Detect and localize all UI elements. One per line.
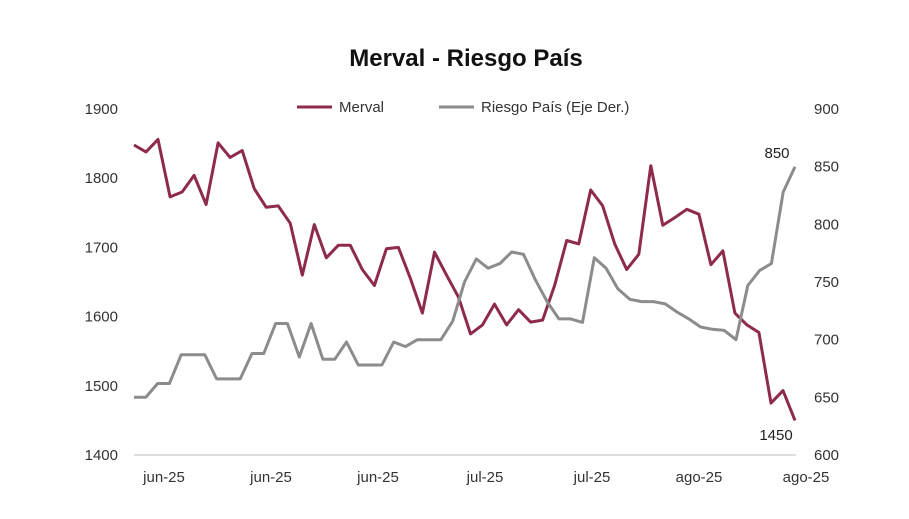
y-right-tick-label: 600 bbox=[814, 447, 839, 464]
y-left-tick-label: 1700 bbox=[85, 239, 118, 256]
y-right-tick-label: 750 bbox=[814, 274, 839, 291]
y-right-tick-label: 850 bbox=[814, 159, 839, 176]
series-line-riesgo-pais bbox=[134, 166, 797, 399]
annotation-last-merval: 1450 bbox=[759, 427, 792, 444]
y-right-tick-label: 650 bbox=[814, 389, 839, 406]
x-tick-label: jun-25 bbox=[356, 469, 399, 486]
x-tick-label: jul-25 bbox=[466, 469, 504, 486]
y-right-tick-label: 900 bbox=[814, 101, 839, 118]
y-left-tick-label: 1500 bbox=[85, 378, 118, 395]
y-left-tick-label: 1600 bbox=[85, 309, 118, 326]
y-left-tick-label: 1900 bbox=[85, 101, 118, 118]
x-tick-label: jun-25 bbox=[249, 469, 292, 486]
annotation-last-riesgo: 850 bbox=[764, 145, 789, 162]
series-line-merval bbox=[133, 137, 797, 421]
chart-title: Merval - Riesgo País bbox=[349, 45, 582, 72]
x-tick-label: ago-25 bbox=[676, 469, 723, 486]
legend-label-riesgo-pais: Riesgo País (Eje Der.) bbox=[481, 99, 629, 116]
y-right-tick-label: 700 bbox=[814, 332, 839, 349]
y-right-tick-label: 800 bbox=[814, 216, 839, 233]
legend: Merval Riesgo País (Eje Der.) bbox=[297, 99, 629, 116]
y-right-ticks: 600 650 700 750 800 850 900 bbox=[814, 101, 839, 464]
y-left-tick-label: 1800 bbox=[85, 170, 118, 187]
x-ticks: jun-25 jun-25 jun-25 jul-25 jul-25 ago-25 ago-… bbox=[142, 469, 829, 486]
x-tick-label: jun-25 bbox=[142, 469, 185, 486]
x-tick-label: jul-25 bbox=[573, 469, 611, 486]
legend-label-merval: Merval bbox=[339, 99, 384, 116]
y-left-ticks: 1400 1500 1600 1700 1800 1900 bbox=[85, 101, 118, 464]
x-tick-label: ago-25 bbox=[783, 469, 830, 486]
y-left-tick-label: 1400 bbox=[85, 447, 118, 464]
